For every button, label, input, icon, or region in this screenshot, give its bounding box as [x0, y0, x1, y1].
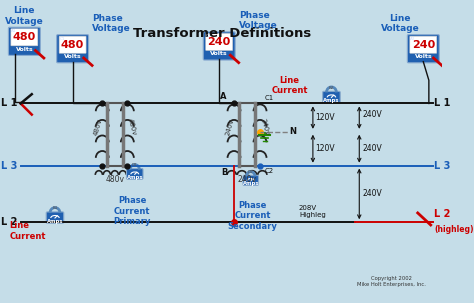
Text: 480: 480 [61, 40, 84, 50]
FancyBboxPatch shape [59, 36, 86, 53]
Text: Volts: Volts [210, 51, 228, 56]
FancyBboxPatch shape [9, 27, 40, 55]
Text: Amps: Amps [127, 175, 143, 180]
Text: 240v: 240v [259, 118, 270, 136]
FancyBboxPatch shape [57, 35, 89, 63]
Text: 120V: 120V [316, 144, 335, 153]
Text: L 1: L 1 [435, 98, 451, 108]
FancyBboxPatch shape [127, 168, 143, 179]
Text: Volts: Volts [414, 54, 432, 59]
Text: Volts: Volts [16, 46, 33, 52]
Text: L 2: L 2 [1, 217, 18, 227]
Text: Phase
Voltage: Phase Voltage [239, 11, 277, 30]
Text: (highleg): (highleg) [435, 225, 474, 234]
Text: Amps: Amps [323, 98, 340, 103]
Text: Line
Current: Line Current [272, 76, 308, 95]
Text: 240V: 240V [362, 144, 382, 153]
FancyBboxPatch shape [206, 33, 233, 51]
Text: Phase
Current
Primary: Phase Current Primary [113, 196, 151, 226]
Text: Phase
Current
Secondary: Phase Current Secondary [228, 201, 277, 231]
FancyBboxPatch shape [323, 91, 340, 103]
Text: 240v: 240v [224, 118, 235, 136]
Text: 480v: 480v [105, 175, 124, 184]
Text: Amps: Amps [243, 181, 259, 186]
Text: 240v: 240v [237, 175, 256, 184]
Text: N: N [290, 127, 297, 136]
Text: Line
Voltage: Line Voltage [381, 14, 419, 33]
FancyBboxPatch shape [407, 35, 439, 63]
Text: B: B [221, 168, 228, 177]
Text: L 3: L 3 [1, 161, 18, 171]
Text: Phase
Voltage: Phase Voltage [92, 14, 131, 33]
Text: B1: B1 [52, 206, 58, 210]
Text: C2: C2 [206, 34, 212, 38]
Text: Volts: Volts [64, 54, 82, 59]
Text: L 1: L 1 [1, 98, 18, 108]
FancyBboxPatch shape [46, 212, 64, 223]
Text: C1: C1 [264, 95, 274, 101]
Text: 240: 240 [411, 40, 435, 50]
Text: Amps: Amps [47, 219, 63, 224]
Text: 240V: 240V [362, 110, 382, 119]
Text: C1: C1 [60, 37, 65, 41]
FancyBboxPatch shape [203, 32, 235, 60]
Text: L 3: L 3 [435, 161, 451, 171]
Text: A2: A2 [410, 37, 416, 41]
Text: Line
Current: Line Current [9, 221, 46, 241]
Text: B2: B2 [328, 86, 334, 90]
Text: 480: 480 [13, 32, 36, 42]
Text: 480v: 480v [92, 118, 103, 136]
FancyBboxPatch shape [11, 29, 38, 46]
Text: L 2: L 2 [435, 209, 451, 219]
Text: Line
Voltage: Line Voltage [5, 6, 44, 25]
FancyBboxPatch shape [243, 175, 258, 185]
FancyBboxPatch shape [410, 36, 437, 53]
Text: Transformer Definitions: Transformer Definitions [133, 27, 311, 40]
Text: 480v: 480v [127, 118, 137, 136]
Text: A1: A1 [11, 29, 17, 33]
Text: 240V: 240V [362, 189, 382, 198]
Text: 240: 240 [208, 37, 231, 47]
Text: A: A [219, 92, 226, 101]
Text: D2: D2 [248, 170, 254, 174]
Text: 208V
Highleg: 208V Highleg [299, 205, 326, 218]
Text: D1: D1 [132, 163, 137, 167]
Text: 120V: 120V [316, 113, 335, 122]
Text: Copyright 2002
Mike Holt Enterprises, Inc.: Copyright 2002 Mike Holt Enterprises, In… [357, 276, 426, 287]
Text: C2: C2 [264, 168, 274, 175]
